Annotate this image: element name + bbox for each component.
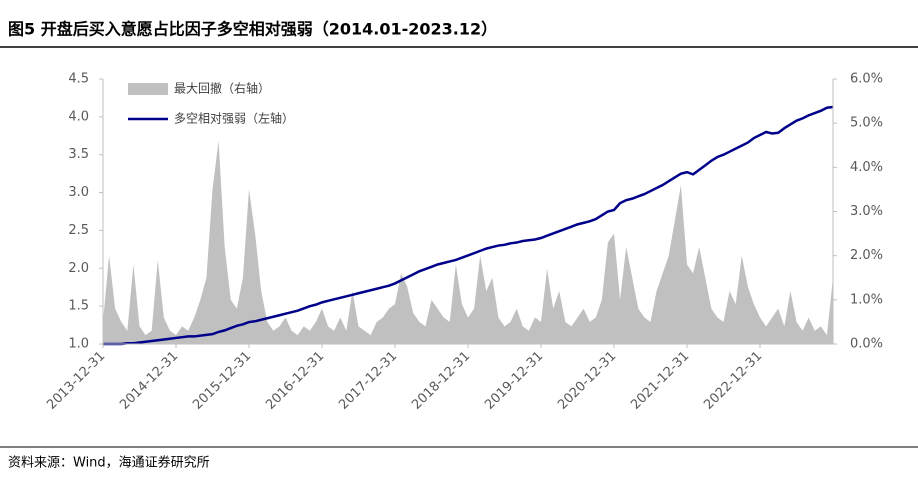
x-tick-label: 2013-12-31 (44, 349, 108, 413)
x-tick-label: 2015-12-31 (190, 349, 254, 413)
y2-tick-label: 3.0% (850, 204, 883, 219)
x-tick-label: 2019-12-31 (482, 349, 546, 413)
y-tick-label: 2.5 (68, 223, 89, 238)
x-tick-label: 2014-12-31 (117, 349, 181, 413)
x-tick-label: 2022-12-31 (701, 349, 765, 413)
strength-line (103, 105, 834, 346)
x-tick-label: 2018-12-31 (409, 349, 473, 413)
y2-tick-label: 6.0% (850, 72, 883, 87)
legend-label: 多空相对强弱（左轴） (174, 111, 294, 126)
y-tick-label: 3.5 (68, 147, 89, 162)
source: 资料来源：Wind，海通证券研究所 (8, 455, 210, 471)
y-tick-label: 3.0 (68, 185, 89, 200)
x-tick-label: 2017-12-31 (336, 349, 400, 413)
y2-tick-label: 2.0% (850, 248, 883, 263)
y-tick-label: 4.5 (68, 72, 89, 87)
chart-title: 图5 开盘后买入意愿占比因子多空相对强弱（2014.01-2023.12） (8, 20, 497, 39)
legend-label: 最大回撤（右轴） (174, 81, 270, 96)
y2-tick-label: 0.0% (850, 337, 883, 352)
y2-tick-label: 5.0% (850, 116, 883, 131)
y-tick-label: 2.0 (68, 261, 89, 276)
drawdown-area (103, 140, 833, 344)
x-tick-label: 2021-12-31 (628, 349, 692, 413)
x-tick-label: 2016-12-31 (263, 349, 327, 413)
x-tick-label: 2020-12-31 (555, 349, 619, 413)
y2-tick-label: 4.0% (850, 160, 883, 175)
legend-swatch (128, 83, 168, 95)
y-tick-label: 1.5 (68, 299, 89, 314)
y-tick-label: 1.0 (68, 337, 89, 352)
y-tick-label: 4.0 (68, 109, 89, 124)
y2-tick-label: 1.0% (850, 292, 883, 307)
